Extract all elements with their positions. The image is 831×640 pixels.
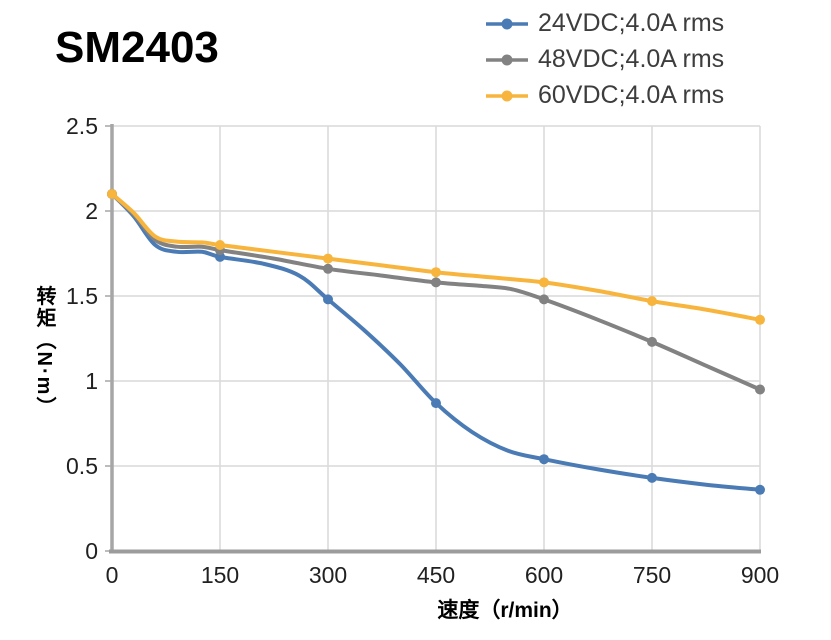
x-tick-label-600: 600 — [525, 562, 563, 588]
marker-24vdc-4-0a-rms-x300 — [323, 294, 333, 305]
marker-48vdc-4-0a-rms-x450 — [431, 277, 441, 288]
y-tick-label-0: 0 — [85, 538, 98, 564]
y-tick-label-2.5: 2.5 — [66, 113, 98, 139]
legend-item-24vdc: 24VDC;4.0A rms — [485, 8, 724, 39]
marker-60vdc-4-0a-rms-x750 — [647, 296, 657, 307]
marker-24vdc-4-0a-rms-x750 — [647, 472, 657, 483]
curve-24vdc-4-0a-rms — [110, 192, 762, 492]
x-tick-label-300: 300 — [309, 562, 347, 588]
y-tick-label-2: 2 — [85, 198, 98, 224]
curve-60vdc-4-0a-rms — [110, 192, 762, 322]
legend-label: 24VDC;4.0A rms — [538, 9, 725, 37]
legend-label: 48VDC;4.0A rms — [538, 45, 725, 73]
x-tick-label-150: 150 — [201, 562, 239, 588]
marker-60vdc-4-0a-rms-x0 — [107, 189, 117, 199]
legend: 24VDC;4.0A rms 48VDC;4.0A rms 60VDC;4.0A… — [485, 8, 724, 111]
marker-48vdc-4-0a-rms-x600 — [539, 294, 549, 305]
marker-48vdc-4-0a-rms-x900 — [755, 384, 765, 395]
x-tick-label-0: 0 — [106, 562, 119, 588]
marker-60vdc-4-0a-rms-x900 — [755, 314, 765, 325]
y-tick-label-0.5: 0.5 — [66, 453, 98, 479]
y-axis-label: 转矩（N·m） — [33, 285, 55, 419]
legend-item-60vdc: 60VDC;4.0A rms — [485, 80, 724, 111]
marker-60vdc-4-0a-rms-x450 — [431, 267, 441, 278]
legend-line-dot-icon — [486, 54, 528, 65]
marker-60vdc-4-0a-rms-x300 — [323, 253, 333, 264]
y-tick-label-1: 1 — [85, 368, 98, 394]
marker-24vdc-4-0a-rms-x900 — [755, 484, 765, 495]
curve-48vdc-4-0a-rms — [110, 192, 762, 392]
x-tick-label-450: 450 — [417, 562, 455, 588]
marker-60vdc-4-0a-rms-x150 — [215, 240, 225, 250]
marker-48vdc-4-0a-rms-x300 — [323, 263, 333, 274]
x-tick-label-900: 900 — [741, 562, 779, 588]
marker-24vdc-4-0a-rms-x600 — [539, 454, 549, 465]
y-tick-label-1.5: 1.5 — [66, 283, 98, 309]
marker-60vdc-4-0a-rms-x600 — [539, 277, 549, 288]
x-axis-label: 速度（r/min） — [437, 599, 573, 622]
marker-48vdc-4-0a-rms-x750 — [647, 336, 657, 347]
legend-line-dot-icon — [486, 18, 528, 29]
legend-line-dot-icon — [486, 90, 528, 101]
legend-item-48vdc: 48VDC;4.0A rms — [485, 44, 724, 75]
x-tick-label-750: 750 — [633, 562, 671, 588]
legend-label: 60VDC;4.0A rms — [538, 81, 725, 109]
marker-24vdc-4-0a-rms-x450 — [431, 398, 441, 409]
chart-title: SM2403 — [55, 23, 219, 72]
